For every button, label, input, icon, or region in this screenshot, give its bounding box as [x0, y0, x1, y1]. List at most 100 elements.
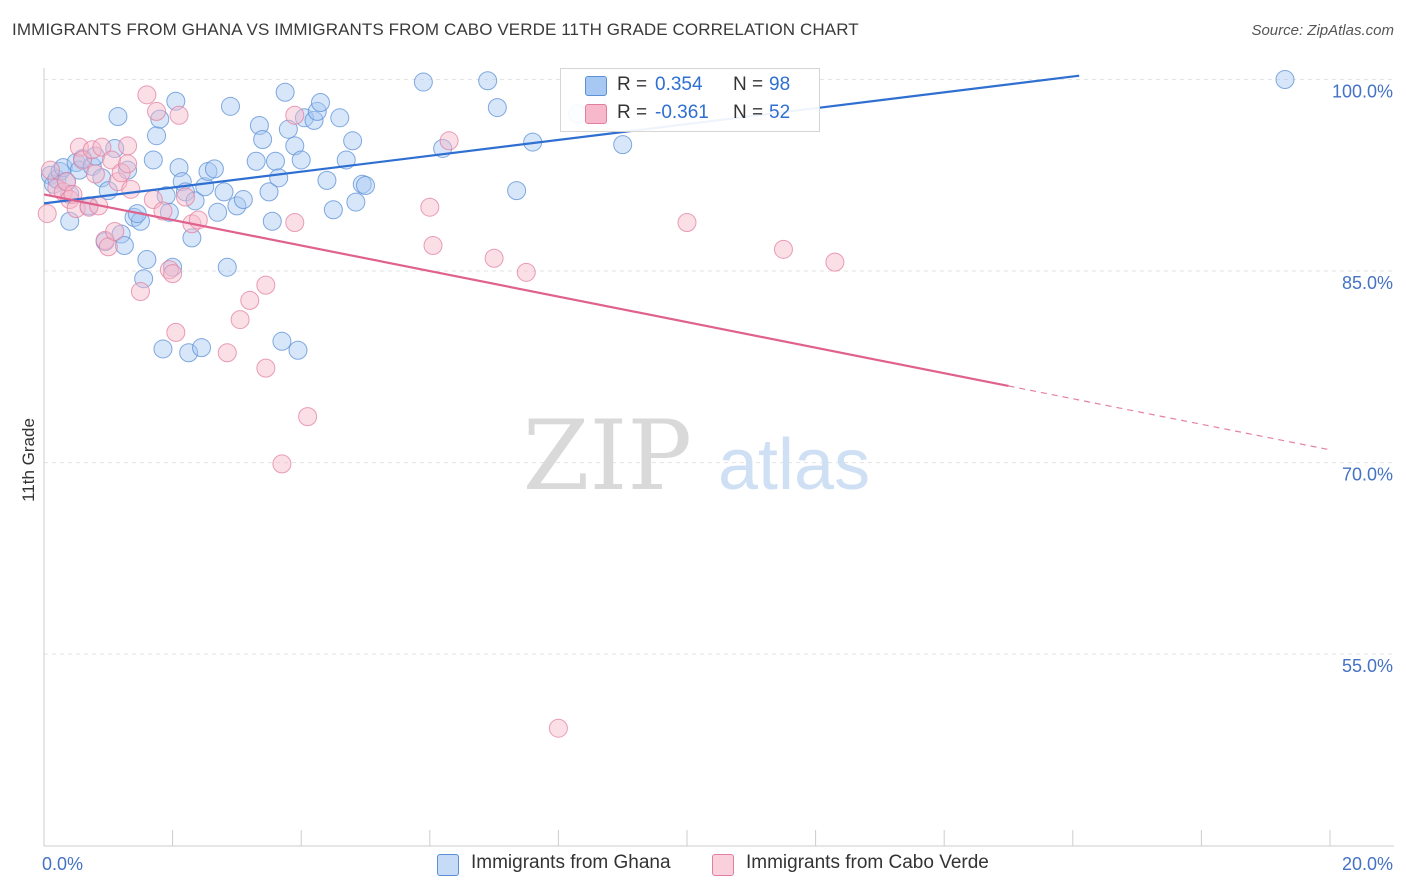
cabo-verde-point — [163, 264, 183, 284]
ghana-point — [150, 109, 170, 129]
cabo-verde-point — [166, 322, 186, 342]
cabo-verde-point — [105, 221, 125, 241]
ghana-point — [310, 92, 330, 112]
ghana-point — [156, 186, 176, 206]
cabo-verde-point — [130, 281, 150, 301]
ghana-point — [179, 343, 199, 363]
cabo-verde-point — [92, 137, 112, 157]
cabo-verde-point — [73, 150, 93, 170]
ghana-point — [217, 257, 237, 277]
ghana-point — [220, 96, 240, 116]
watermark-zip: ZIP — [523, 400, 692, 512]
ghana-point — [69, 160, 89, 180]
cabo-verde-point — [118, 154, 138, 174]
cabo-verde-point — [825, 252, 845, 272]
ghana-point — [507, 181, 527, 201]
legend-r-value-ghana: 0.354 — [655, 74, 703, 95]
legend-n-value-ghana: 98 — [769, 74, 791, 95]
ghana-point — [185, 191, 205, 211]
y-tick-label: 85.0% — [1342, 273, 1393, 293]
cabo-verde-point — [423, 236, 443, 256]
legend-swatch-ghana — [585, 76, 607, 96]
y-tick-label: 55.0% — [1342, 656, 1393, 676]
ghana-point — [413, 72, 433, 92]
ghana-point — [246, 151, 266, 171]
cabo-verde-point — [285, 105, 305, 125]
legend-r-label: R = — [617, 74, 648, 95]
cabo-verde-trend-line-extension — [1008, 385, 1331, 451]
cabo-verde-point — [137, 85, 157, 105]
ghana-point — [259, 182, 279, 202]
ghana-point — [478, 71, 498, 91]
legend-label-ghana: Immigrants from Ghana — [471, 852, 671, 873]
ghana-point — [343, 131, 363, 151]
ghana-point — [346, 192, 366, 212]
cabo-verde-trend-line — [43, 193, 1009, 388]
y-axis-label: 11th Grade — [19, 418, 38, 502]
ghana-point — [253, 130, 273, 150]
trend-lines — [43, 74, 1331, 451]
cabo-verde-point — [240, 290, 260, 310]
ghana-point — [233, 190, 253, 210]
gridlines — [44, 79, 1394, 655]
cabo-verde-point — [230, 310, 250, 330]
cabo-verde-point — [217, 343, 237, 363]
ghana-point — [269, 168, 289, 188]
cabo-verde-point — [272, 454, 292, 474]
data-points — [37, 70, 1295, 738]
correlation-legend: R = 0.354 N = 98 R = -0.361 N = 52 — [560, 68, 820, 132]
cabo-verde-point — [420, 197, 440, 217]
legend-label-cabo-verde: Immigrants from Cabo Verde — [746, 852, 989, 873]
ghana-point — [50, 161, 70, 181]
cabo-verde-point — [37, 204, 57, 224]
legend-r-label: R = — [617, 102, 648, 123]
cabo-verde-point — [484, 248, 504, 268]
chart-title: IMMIGRANTS FROM GHANA VS IMMIGRANTS FROM… — [12, 20, 859, 39]
ghana-point — [147, 126, 167, 146]
cabo-verde-point — [773, 239, 793, 259]
cabo-verde-point — [169, 105, 189, 125]
axes — [43, 68, 1394, 847]
cabo-verde-point — [256, 275, 276, 295]
ghana-point — [317, 170, 337, 190]
cabo-verde-point — [298, 407, 318, 427]
x-tick-label: 20.0% — [1342, 854, 1393, 874]
ghana-point — [130, 211, 150, 231]
cabo-verde-point — [121, 179, 141, 199]
cabo-verde-point — [256, 358, 276, 378]
cabo-verde-point — [439, 131, 459, 151]
cabo-verde-point — [118, 136, 138, 156]
ghana-point — [169, 158, 189, 178]
y-tick-label: 100.0% — [1332, 82, 1393, 102]
ghana-point — [613, 135, 633, 155]
cabo-verde-point — [159, 260, 179, 280]
ghana-point — [137, 250, 157, 270]
ghana-point — [114, 236, 134, 256]
ghana-point — [60, 211, 80, 231]
ghana-point — [330, 108, 350, 128]
ghana-point — [214, 182, 234, 202]
ghana-point — [278, 119, 298, 139]
ghana-point — [288, 340, 308, 360]
watermark-atlas: atlas — [718, 425, 870, 505]
cabo-verde-point — [285, 213, 305, 233]
ghana-point — [134, 269, 154, 289]
cabo-verde-point — [85, 164, 105, 184]
ghana-point — [182, 228, 202, 248]
ghana-point — [352, 174, 372, 194]
ghana-point — [163, 257, 183, 277]
cabo-verde-point — [548, 718, 568, 738]
tick-labels: 100.0% 85.0% 70.0% 55.0% 0.0% 20.0% — [42, 82, 1393, 875]
cabo-verde-point — [147, 101, 167, 121]
legend-n-label: N = — [733, 102, 764, 123]
source-label: Source: ZipAtlas.com — [1251, 22, 1394, 39]
ghana-point — [487, 98, 507, 118]
legend-swatch-cabo-verde — [585, 104, 607, 124]
ghana-point — [153, 339, 173, 359]
ghana-point — [143, 150, 163, 170]
ghana-point — [195, 177, 215, 197]
ghana-point — [291, 150, 311, 170]
ghana-point — [208, 202, 228, 222]
x-tick-label: 0.0% — [42, 854, 83, 874]
